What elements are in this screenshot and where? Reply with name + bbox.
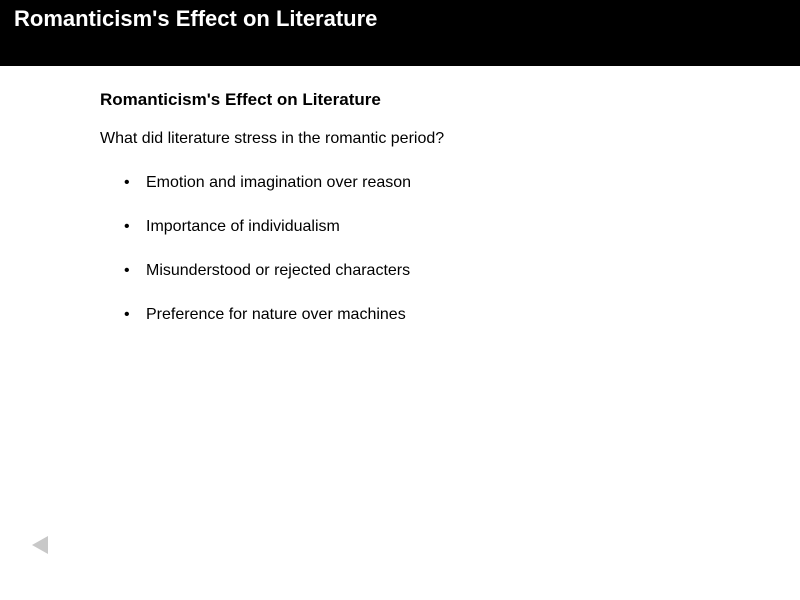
slide-content: Romanticism's Effect on Literature What …: [0, 66, 800, 324]
header-title: Romanticism's Effect on Literature: [14, 6, 377, 31]
list-item: Preference for nature over machines: [124, 306, 760, 324]
back-button[interactable]: [30, 534, 50, 556]
content-question: What did literature stress in the romant…: [100, 130, 760, 148]
list-item: Emotion and imagination over reason: [124, 174, 760, 192]
back-arrow-icon: [30, 534, 50, 556]
content-title: Romanticism's Effect on Literature: [100, 90, 760, 110]
bullet-list: Emotion and imagination over reason Impo…: [100, 174, 760, 324]
list-item: Misunderstood or rejected characters: [124, 262, 760, 280]
list-item: Importance of individualism: [124, 218, 760, 236]
slide-header: Romanticism's Effect on Literature: [0, 0, 800, 66]
